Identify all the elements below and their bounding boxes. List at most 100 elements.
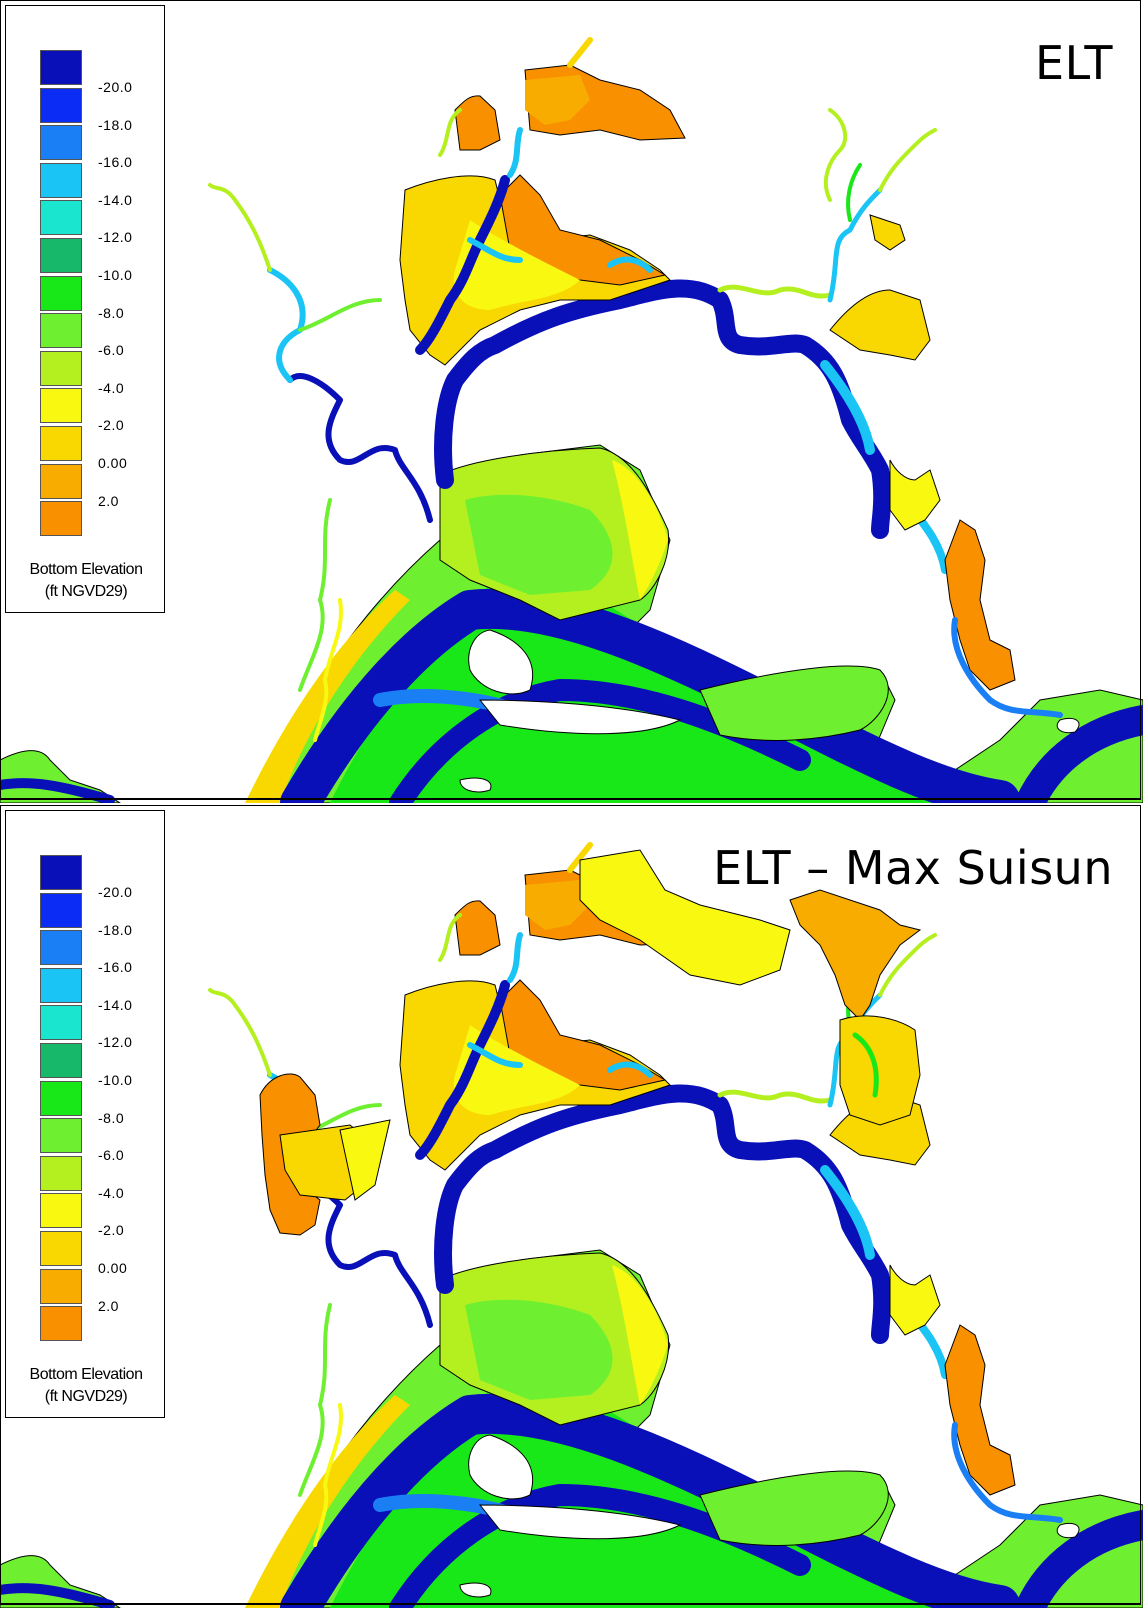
restored-marsh-west-edge: [339, 1119, 391, 1201]
legend-title-line1: Bottom Elevation: [29, 1366, 143, 1383]
legend-swatch: [40, 125, 82, 161]
marsh-channel: [438, 913, 462, 962]
bathymetry-map: [0, 37, 1143, 803]
legend-swatch: [40, 426, 82, 461]
legend-entry: -12.0: [40, 200, 160, 245]
legend-label: -2.0: [98, 417, 125, 434]
legend-entry: -20.0: [40, 50, 160, 95]
legend-entry: 0.00: [40, 1231, 160, 1276]
slough-segment: [820, 1165, 875, 1260]
legend-title-line1: Bottom Elevation: [29, 561, 143, 578]
legend-label: -8.0: [98, 304, 125, 321]
east-slough: [846, 163, 862, 222]
restored-marsh-east: [789, 889, 922, 1021]
legend-entry: -16.0: [40, 125, 160, 170]
grizzly-bay-inner: [465, 1299, 613, 1400]
restored-marsh-honker: [579, 849, 791, 986]
legend-title-line2: (ft NGVD29): [44, 1388, 128, 1405]
marsh-slough: [467, 1042, 523, 1068]
marsh-parcel: [454, 900, 501, 956]
west-channel: [0, 778, 115, 803]
legend-swatch: [40, 238, 82, 273]
legend-label: -12.0: [98, 229, 133, 246]
montezuma-slough: [434, 279, 892, 539]
panel-title: ELT – Max Suisun: [713, 841, 1113, 895]
legend-swatch: [40, 1005, 82, 1041]
legend-swatch: [40, 1118, 82, 1154]
restored-channel: [852, 1032, 879, 1098]
legend-entry: -10.0: [40, 1043, 160, 1088]
legend-entry: -8.0: [40, 1080, 160, 1126]
marsh-channel: [507, 127, 523, 178]
legend-label: -6.0: [98, 1147, 125, 1164]
legend-entry: -14.0: [40, 162, 160, 208]
east-marsh: [944, 519, 1016, 691]
legend-label: -6.0: [98, 342, 125, 359]
east-slough: [717, 284, 833, 299]
legend-entry: -12.0: [40, 1005, 160, 1050]
east-channel: [1015, 705, 1143, 803]
legend-label: -4.0: [98, 1184, 125, 1201]
legend-swatch: [40, 275, 82, 311]
map-panel-elt-max-suisun: ELT – Max Suisun -20.0 -18.0 -16.0 -14.0 -12…: [0, 805, 1143, 1608]
legend-label: -14.0: [98, 996, 133, 1013]
marsh-slough: [415, 175, 510, 355]
legend-swatch: [40, 350, 82, 386]
east-slough: [951, 1422, 1063, 1523]
legend-swatch: [40, 463, 82, 499]
legend-swatch: [40, 1193, 82, 1229]
elevation-legend: -20.0 -18.0 -16.0 -14.0 -12.0 -10.0 -8.0 -6.0 -4…: [5, 5, 165, 613]
east-channel: [1015, 1510, 1143, 1608]
legend-swatch: [40, 1155, 82, 1191]
island: [478, 699, 682, 735]
main-channel: [280, 1393, 1020, 1608]
legend-entry: -6.0: [40, 1118, 160, 1163]
marsh-parcel-inner: [525, 75, 590, 125]
legend-label: -18.0: [98, 921, 133, 938]
legend-entry: -4.0: [40, 1155, 160, 1201]
legend-swatch: [40, 1043, 82, 1078]
legend-label: 2.0: [98, 1297, 119, 1314]
west-slough: [298, 298, 382, 332]
legend-entry: -6.0: [40, 313, 160, 358]
map-frame: [0, 805, 1141, 1605]
legend-title: Bottom Elevation (ft NGVD29): [6, 559, 166, 603]
map-panel-elt: ELT -20.0 -18.0 -16.0 -14.0 -12.0 -10.0 -8.0 -6…: [0, 0, 1143, 803]
marsh-parcel: [454, 95, 501, 151]
marsh-slough: [467, 237, 523, 263]
legend-entry: -2.0: [40, 388, 160, 433]
east-slough: [878, 128, 937, 192]
west-channel: [0, 1583, 115, 1608]
legend-label: -8.0: [98, 1109, 125, 1126]
legend-swatch: [40, 1080, 82, 1116]
legend-swatch: [40, 162, 82, 198]
legend-entry: -20.0: [40, 855, 160, 900]
marsh-slough: [607, 256, 653, 273]
island: [459, 777, 492, 793]
legend-label: -4.0: [98, 379, 125, 396]
legend-entry: -16.0: [40, 930, 160, 975]
legend-label: 0.00: [98, 455, 128, 471]
legend-entry: -10.0: [40, 238, 160, 283]
east-marsh: [944, 1324, 1016, 1496]
map-frame: [0, 0, 1141, 800]
marsh-slough: [607, 1061, 653, 1078]
legend-entry: -14.0: [40, 967, 160, 1013]
west-slough: [313, 1403, 343, 1547]
honker-bay-shoal: [699, 665, 889, 741]
west-slough: [287, 373, 433, 523]
island: [459, 1582, 492, 1598]
legend-label: -20.0: [98, 884, 133, 900]
east-slough: [823, 108, 848, 202]
island: [468, 629, 534, 695]
legend-entry: 2.0: [40, 1268, 160, 1314]
grizzly-bay-edge: [612, 1265, 668, 1405]
legend-label: -16.0: [98, 154, 133, 171]
legend-entry: 0.00: [40, 426, 160, 471]
main-channel: [280, 588, 1020, 803]
legend-title-line2: (ft NGVD29): [44, 583, 128, 600]
marsh-slough: [415, 980, 510, 1160]
island: [478, 1504, 682, 1540]
legend-label: -18.0: [98, 116, 133, 133]
legend-swatch: [40, 87, 82, 123]
